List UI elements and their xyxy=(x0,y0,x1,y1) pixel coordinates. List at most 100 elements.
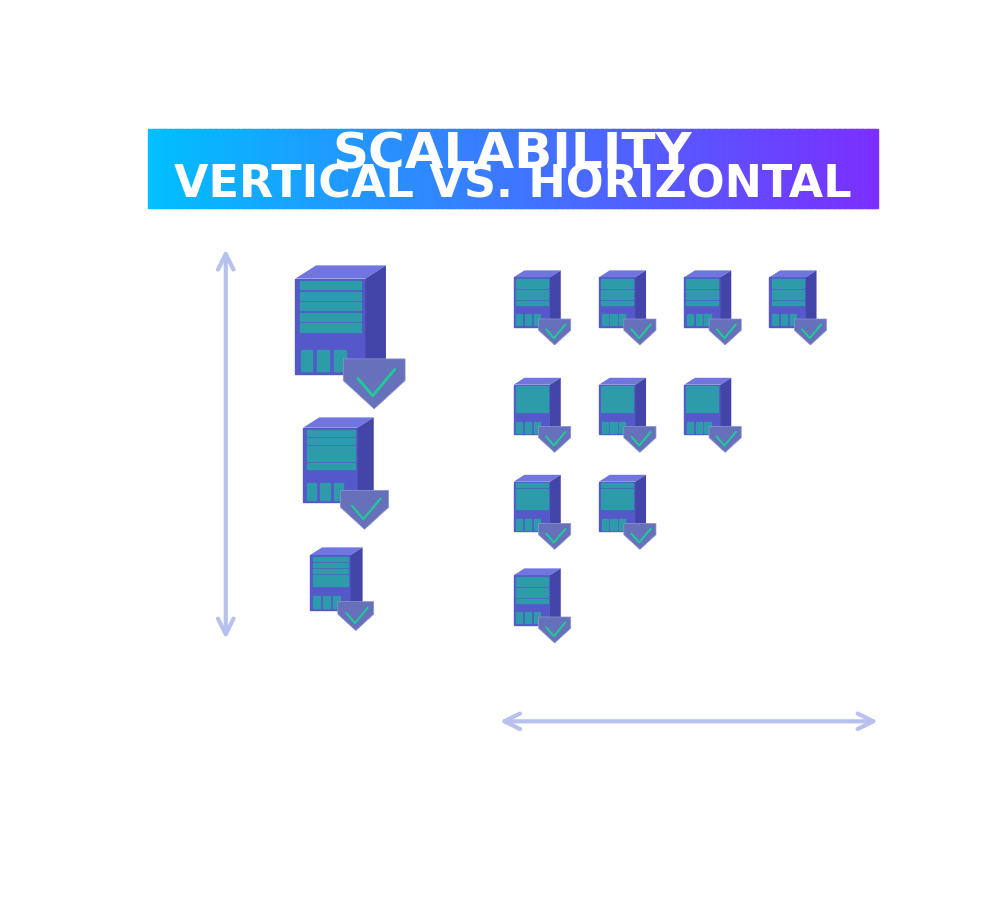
Polygon shape xyxy=(635,378,646,435)
Bar xyxy=(241,129,244,209)
Bar xyxy=(311,129,314,209)
Bar xyxy=(588,129,591,209)
Bar xyxy=(704,129,708,209)
Polygon shape xyxy=(539,617,571,643)
Bar xyxy=(173,129,176,209)
Bar xyxy=(525,518,531,529)
Polygon shape xyxy=(709,319,741,345)
Bar xyxy=(377,129,380,209)
Polygon shape xyxy=(624,524,656,549)
Bar xyxy=(593,129,596,209)
Bar xyxy=(260,129,263,209)
Bar xyxy=(520,129,523,209)
Bar xyxy=(372,129,375,209)
Bar xyxy=(741,129,744,209)
Bar xyxy=(360,129,363,209)
Bar xyxy=(646,129,649,209)
Bar xyxy=(199,129,202,209)
Polygon shape xyxy=(635,270,646,327)
Bar xyxy=(684,384,721,435)
Bar xyxy=(262,129,266,209)
Bar xyxy=(601,408,633,412)
Bar xyxy=(559,129,562,209)
Bar xyxy=(821,129,824,209)
Bar xyxy=(601,290,633,293)
Bar xyxy=(516,290,548,293)
Bar xyxy=(516,518,522,529)
Bar xyxy=(563,129,567,209)
Bar xyxy=(334,483,343,500)
Bar xyxy=(471,129,474,209)
Bar xyxy=(304,129,307,209)
Bar xyxy=(185,129,188,209)
Polygon shape xyxy=(624,427,656,453)
Bar xyxy=(384,129,387,209)
Bar xyxy=(610,421,617,433)
Bar xyxy=(551,129,555,209)
Bar xyxy=(313,569,348,573)
Bar xyxy=(758,129,761,209)
Bar xyxy=(746,129,749,209)
Bar xyxy=(401,129,404,209)
Bar xyxy=(236,129,239,209)
Polygon shape xyxy=(514,475,561,482)
Bar xyxy=(313,575,348,580)
Bar xyxy=(686,392,718,396)
Bar xyxy=(690,129,693,209)
Bar xyxy=(568,129,572,209)
Bar xyxy=(231,129,234,209)
Bar xyxy=(493,129,496,209)
Bar xyxy=(516,314,522,325)
Bar xyxy=(534,421,540,433)
Bar xyxy=(601,392,633,396)
Bar xyxy=(680,129,683,209)
Bar xyxy=(781,314,787,325)
Polygon shape xyxy=(303,418,374,428)
Bar xyxy=(597,129,601,209)
Polygon shape xyxy=(550,378,561,435)
Bar xyxy=(224,129,227,209)
Bar xyxy=(320,483,330,500)
Bar xyxy=(743,129,746,209)
Bar xyxy=(601,386,633,391)
Bar xyxy=(709,129,712,209)
Bar xyxy=(780,129,783,209)
Bar xyxy=(612,129,615,209)
Bar xyxy=(289,129,292,209)
Bar xyxy=(445,129,448,209)
Bar xyxy=(233,129,236,209)
Bar xyxy=(726,129,729,209)
Polygon shape xyxy=(550,569,561,625)
Bar xyxy=(156,129,159,209)
Polygon shape xyxy=(806,270,817,327)
Bar xyxy=(686,290,718,293)
Bar xyxy=(516,577,548,580)
Bar xyxy=(619,129,623,209)
Bar xyxy=(323,597,330,608)
Bar xyxy=(299,129,302,209)
Bar xyxy=(357,129,360,209)
Bar xyxy=(498,129,501,209)
Bar xyxy=(686,408,718,412)
Polygon shape xyxy=(709,427,741,453)
Bar xyxy=(391,129,394,209)
Text: SCALABILITY: SCALABILITY xyxy=(333,130,692,178)
Bar xyxy=(843,129,846,209)
Bar xyxy=(838,129,841,209)
Bar xyxy=(272,129,275,209)
Bar xyxy=(190,129,193,209)
Bar xyxy=(599,277,635,327)
Bar xyxy=(790,314,796,325)
Bar xyxy=(578,129,581,209)
Bar xyxy=(355,129,358,209)
Bar xyxy=(151,129,154,209)
Bar xyxy=(430,129,433,209)
Bar xyxy=(617,129,620,209)
Bar xyxy=(687,314,693,325)
Bar xyxy=(792,129,795,209)
Bar xyxy=(658,129,661,209)
Bar xyxy=(282,129,285,209)
Bar xyxy=(809,129,812,209)
Polygon shape xyxy=(769,270,817,277)
Bar xyxy=(629,129,632,209)
